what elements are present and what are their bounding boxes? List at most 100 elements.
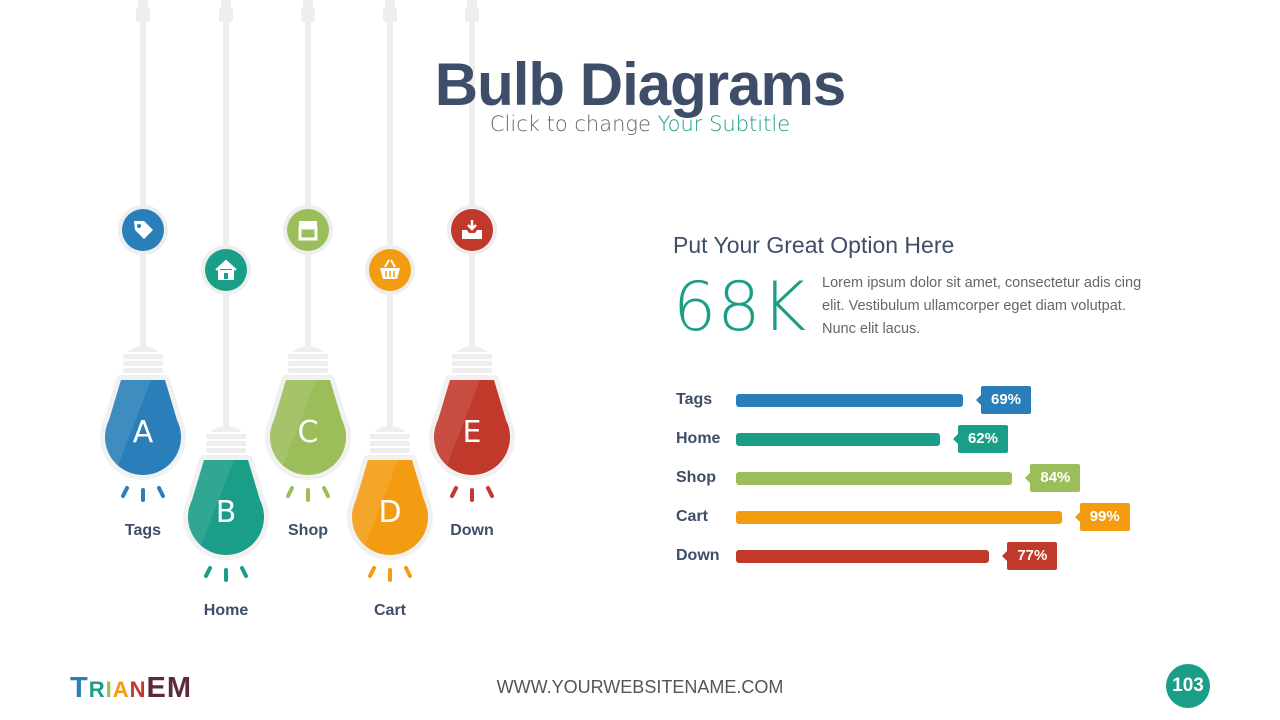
light-ray bbox=[121, 486, 129, 498]
bulb-thread bbox=[123, 354, 163, 359]
bulb-shine bbox=[432, 380, 480, 468]
light-ray bbox=[404, 566, 412, 578]
bulb-label: Tags bbox=[125, 522, 161, 539]
bar-fill bbox=[736, 394, 963, 407]
bar-fill bbox=[736, 472, 1013, 485]
plug-prong bbox=[145, 0, 148, 10]
bulb-shine bbox=[350, 460, 398, 548]
bulb-diagram: A Tags B Home C Shop D Cart E Down bbox=[100, 0, 515, 619]
bulb-thread bbox=[452, 354, 492, 359]
light-ray bbox=[368, 566, 376, 578]
option-text: Lorem ipsum dolor sit amet, consectetur … bbox=[822, 275, 1142, 337]
bulb-label: Home bbox=[204, 602, 249, 619]
page-number: 103 bbox=[1166, 664, 1210, 708]
bulb-body bbox=[434, 380, 510, 475]
bulb-shine bbox=[103, 380, 151, 468]
logo-letter: R bbox=[88, 677, 106, 702]
logo-letter: T bbox=[70, 672, 89, 704]
download-inbox-icon bbox=[462, 220, 482, 239]
cord bbox=[305, 0, 311, 350]
bar-label: Cart bbox=[676, 508, 709, 525]
bar-label: Down bbox=[676, 547, 720, 564]
bar-value-tag: 84% bbox=[1025, 464, 1081, 492]
home-icon bbox=[215, 259, 237, 280]
bar-row-down: Down 77% bbox=[676, 542, 1156, 570]
bulb-shop: C Shop bbox=[265, 0, 351, 539]
bar-row-home: Home 62% bbox=[676, 425, 1156, 453]
cord bbox=[223, 0, 229, 430]
bulb-cap bbox=[210, 426, 242, 432]
plug bbox=[219, 8, 233, 22]
bar-label: Tags bbox=[676, 391, 713, 408]
plug-prong bbox=[385, 0, 388, 10]
subtitle-highlight: Your Subtitle bbox=[657, 112, 791, 136]
plug bbox=[301, 8, 315, 22]
bulb-thread bbox=[370, 448, 410, 453]
plug bbox=[136, 8, 150, 22]
plug-prong bbox=[467, 0, 470, 10]
bar-fill bbox=[736, 511, 1062, 524]
light-ray bbox=[240, 566, 248, 578]
shop-icon bbox=[298, 221, 318, 241]
bar-fill bbox=[736, 550, 990, 563]
bar-value-tag: 99% bbox=[1074, 503, 1130, 531]
bulb-cap bbox=[374, 426, 406, 432]
plug-prong bbox=[228, 0, 231, 10]
bulb-thread bbox=[206, 448, 246, 453]
bulb-body bbox=[352, 460, 428, 555]
big-number: 68K bbox=[673, 268, 808, 347]
light-ray bbox=[450, 486, 458, 498]
bulb-thread bbox=[288, 368, 328, 373]
light-ray bbox=[486, 486, 494, 498]
bulb-shine bbox=[268, 380, 316, 468]
bulb-label: Cart bbox=[374, 602, 407, 619]
bulb-letter: C bbox=[298, 415, 319, 450]
bulb-letter: D bbox=[378, 495, 401, 530]
bulb-letter: B bbox=[216, 495, 237, 530]
bulb-thread bbox=[370, 441, 410, 446]
light-ray bbox=[322, 486, 330, 498]
bulb-shine bbox=[186, 460, 234, 548]
bulb-home: B Home bbox=[183, 0, 269, 619]
plug-prong bbox=[303, 0, 306, 10]
bar-value-tag: 62% bbox=[952, 425, 1008, 453]
bulb-letter: E bbox=[463, 415, 482, 450]
plug bbox=[383, 8, 397, 22]
bar-label: Home bbox=[676, 430, 721, 447]
plug-prong bbox=[392, 0, 395, 10]
light-ray bbox=[204, 566, 212, 578]
website-url[interactable]: WWW.YOURWEBSITENAME.COM bbox=[496, 677, 784, 697]
bar-label: Shop bbox=[676, 469, 716, 486]
logo: TRIANEM bbox=[70, 672, 192, 705]
bar-row-tags: Tags 69% bbox=[676, 386, 1156, 414]
bulb-cap bbox=[127, 346, 159, 352]
bar-row-cart: Cart 99% bbox=[676, 503, 1156, 531]
bulb-thread bbox=[452, 368, 492, 373]
plug-prong bbox=[138, 0, 141, 10]
bulb-body bbox=[270, 380, 346, 475]
bulb-label: Shop bbox=[288, 522, 328, 539]
bulb-cart: D Cart bbox=[347, 0, 433, 619]
bar-row-shop: Shop 84% bbox=[676, 464, 1156, 492]
bulb-thread bbox=[206, 441, 246, 446]
bulb-thread bbox=[123, 368, 163, 373]
bulb-body bbox=[188, 460, 264, 555]
logo-letter: A bbox=[112, 677, 130, 702]
bar-fill bbox=[736, 433, 940, 446]
logo-letter: N bbox=[129, 677, 147, 702]
bulb-body bbox=[105, 380, 181, 475]
bulb-thread bbox=[288, 361, 328, 366]
cord bbox=[140, 0, 146, 350]
bulb-thread bbox=[206, 434, 246, 439]
bulb-cap bbox=[456, 346, 488, 352]
basket-icon bbox=[380, 259, 400, 279]
logo-letter: I bbox=[105, 677, 113, 702]
bar-value-tag: 77% bbox=[1002, 542, 1058, 570]
bar-value-tag: 69% bbox=[975, 386, 1032, 414]
tag-icon bbox=[134, 221, 153, 239]
bulb-thread bbox=[370, 434, 410, 439]
subtitle[interactable]: Click to change Your Subtitle bbox=[0, 112, 1280, 136]
page-title: Bulb Diagrams bbox=[434, 51, 846, 118]
option-title: Put Your Great Option Here bbox=[673, 232, 955, 258]
cord bbox=[469, 0, 475, 350]
